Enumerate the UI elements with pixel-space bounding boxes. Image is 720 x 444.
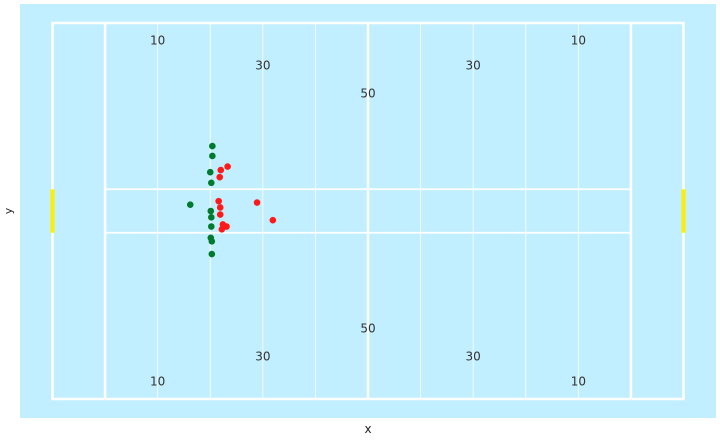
field-lines: [50, 21, 686, 401]
player-point: [218, 226, 226, 233]
yard-number-label: 30: [255, 58, 270, 72]
yard-number-label: 10: [150, 34, 165, 48]
yard-number-label: 30: [466, 58, 481, 72]
player-point: [208, 250, 216, 258]
player-point: [209, 142, 216, 150]
x-axis-label: x: [364, 422, 371, 436]
player-point: [209, 152, 216, 160]
player-point: [206, 168, 214, 176]
player-point: [208, 214, 215, 221]
player-point: [216, 173, 224, 181]
player-point: [217, 166, 225, 174]
player-point: [215, 197, 222, 205]
player-point: [207, 207, 215, 215]
player-point: [269, 216, 277, 224]
yard-number-label: 10: [571, 34, 586, 48]
player-point: [216, 204, 224, 211]
yard-labels: 10 30 50 30 10 10 30 50 30 10: [150, 34, 586, 389]
player-point: [253, 199, 261, 206]
yard-number-label: 10: [150, 374, 165, 388]
data-points: [186, 142, 277, 258]
player-point: [208, 223, 215, 230]
player-point: [186, 201, 194, 208]
player-point: [208, 179, 215, 187]
yard-number-label: 50: [360, 87, 375, 101]
yard-number-label: 10: [571, 374, 586, 388]
yard-number-label: 30: [255, 350, 270, 364]
yard-number-label: 30: [466, 350, 481, 364]
player-point: [216, 211, 224, 218]
player-point: [224, 163, 231, 170]
yard-number-label: 50: [360, 321, 375, 335]
y-axis-label: y: [2, 207, 15, 214]
player-point: [208, 238, 216, 245]
